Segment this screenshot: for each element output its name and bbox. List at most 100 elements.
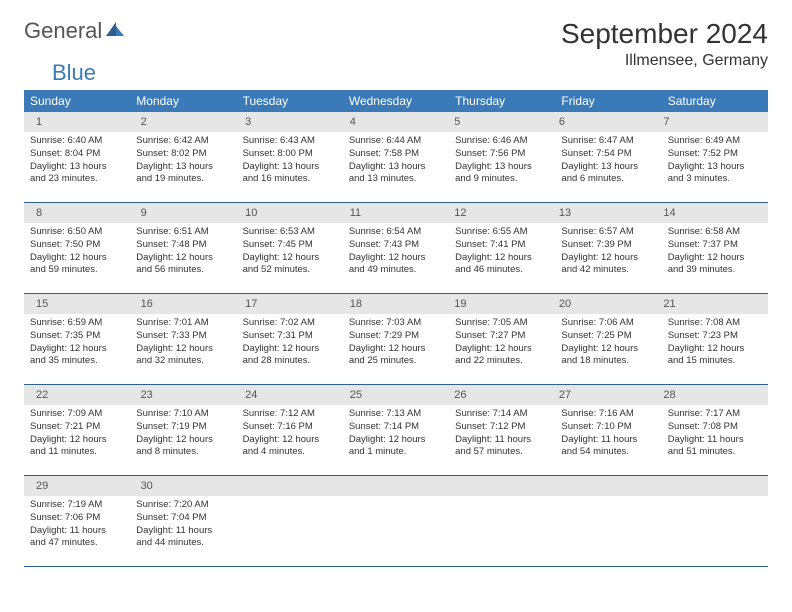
day-cell: Sunrise: 6:47 AMSunset: 7:54 PMDaylight:… — [555, 132, 661, 202]
day-number — [239, 478, 344, 494]
day-cell — [662, 496, 768, 566]
sunrise-text: Sunrise: 6:58 AM — [668, 226, 762, 239]
day-cell: Sunrise: 7:19 AMSunset: 7:06 PMDaylight:… — [24, 496, 130, 566]
day-cell: Sunrise: 6:57 AMSunset: 7:39 PMDaylight:… — [555, 223, 661, 293]
sunset-text: Sunset: 7:19 PM — [136, 421, 230, 434]
day-number: 13 — [553, 205, 658, 221]
sunset-text: Sunset: 7:14 PM — [349, 421, 443, 434]
week-row: Sunrise: 6:50 AMSunset: 7:50 PMDaylight:… — [24, 223, 768, 293]
day-cell: Sunrise: 7:09 AMSunset: 7:21 PMDaylight:… — [24, 405, 130, 475]
sunrise-text: Sunrise: 7:19 AM — [30, 499, 124, 512]
sunset-text: Sunset: 7:06 PM — [30, 512, 124, 525]
day-cell: Sunrise: 7:16 AMSunset: 7:10 PMDaylight:… — [555, 405, 661, 475]
day-cell: Sunrise: 6:42 AMSunset: 8:02 PMDaylight:… — [130, 132, 236, 202]
daylight-text: Daylight: 12 hours and 25 minutes. — [349, 343, 443, 369]
sunset-text: Sunset: 7:33 PM — [136, 330, 230, 343]
day-number: 8 — [30, 205, 135, 221]
day-number: 24 — [239, 387, 344, 403]
day-cell — [343, 496, 449, 566]
day-cell: Sunrise: 6:58 AMSunset: 7:37 PMDaylight:… — [662, 223, 768, 293]
sunrise-text: Sunrise: 6:49 AM — [668, 135, 762, 148]
sunrise-text: Sunrise: 7:17 AM — [668, 408, 762, 421]
daynum-row: 891011121314 — [24, 203, 768, 223]
day-number: 16 — [135, 296, 240, 312]
daylight-text: Daylight: 12 hours and 22 minutes. — [455, 343, 549, 369]
day-number: 30 — [135, 478, 240, 494]
sunset-text: Sunset: 7:27 PM — [455, 330, 549, 343]
sunset-text: Sunset: 7:56 PM — [455, 148, 549, 161]
day-number: 11 — [344, 205, 449, 221]
daylight-text: Daylight: 13 hours and 9 minutes. — [455, 161, 549, 187]
sunrise-text: Sunrise: 6:59 AM — [30, 317, 124, 330]
dayname-sunday: Sunday — [24, 90, 130, 112]
sunset-text: Sunset: 7:45 PM — [243, 239, 337, 252]
sunset-text: Sunset: 7:35 PM — [30, 330, 124, 343]
daylight-text: Daylight: 13 hours and 16 minutes. — [243, 161, 337, 187]
sunrise-text: Sunrise: 7:06 AM — [561, 317, 655, 330]
dayname-row: Sunday Monday Tuesday Wednesday Thursday… — [24, 90, 768, 112]
day-number: 14 — [657, 205, 762, 221]
day-number: 18 — [344, 296, 449, 312]
day-number: 1 — [30, 114, 135, 130]
daylight-text: Daylight: 12 hours and 28 minutes. — [243, 343, 337, 369]
sunrise-text: Sunrise: 7:10 AM — [136, 408, 230, 421]
daylight-text: Daylight: 12 hours and 49 minutes. — [349, 252, 443, 278]
daynum-row: 22232425262728 — [24, 385, 768, 405]
sunrise-text: Sunrise: 6:51 AM — [136, 226, 230, 239]
sunset-text: Sunset: 8:02 PM — [136, 148, 230, 161]
sunrise-text: Sunrise: 7:08 AM — [668, 317, 762, 330]
daylight-text: Daylight: 12 hours and 59 minutes. — [30, 252, 124, 278]
logo: General — [24, 18, 128, 44]
sunrise-text: Sunrise: 6:46 AM — [455, 135, 549, 148]
sunrise-text: Sunrise: 6:42 AM — [136, 135, 230, 148]
daylight-text: Daylight: 11 hours and 57 minutes. — [455, 434, 549, 460]
logo-sail-icon — [104, 18, 126, 44]
daynum-row: 1234567 — [24, 112, 768, 132]
sunset-text: Sunset: 7:52 PM — [668, 148, 762, 161]
day-number: 5 — [448, 114, 553, 130]
day-cell: Sunrise: 6:40 AMSunset: 8:04 PMDaylight:… — [24, 132, 130, 202]
day-cell: Sunrise: 6:59 AMSunset: 7:35 PMDaylight:… — [24, 314, 130, 384]
sunset-text: Sunset: 7:54 PM — [561, 148, 655, 161]
week-row: Sunrise: 7:09 AMSunset: 7:21 PMDaylight:… — [24, 405, 768, 475]
logo-text-blue: Blue — [52, 60, 96, 85]
sunset-text: Sunset: 7:58 PM — [349, 148, 443, 161]
sunrise-text: Sunrise: 7:16 AM — [561, 408, 655, 421]
sunset-text: Sunset: 7:48 PM — [136, 239, 230, 252]
day-cell — [237, 496, 343, 566]
sunrise-text: Sunrise: 6:44 AM — [349, 135, 443, 148]
day-number: 20 — [553, 296, 658, 312]
day-cell — [555, 496, 661, 566]
sunrise-text: Sunrise: 6:50 AM — [30, 226, 124, 239]
day-number — [344, 478, 449, 494]
daylight-text: Daylight: 12 hours and 11 minutes. — [30, 434, 124, 460]
daylight-text: Daylight: 12 hours and 32 minutes. — [136, 343, 230, 369]
dayname-monday: Monday — [130, 90, 236, 112]
day-cell: Sunrise: 6:51 AMSunset: 7:48 PMDaylight:… — [130, 223, 236, 293]
day-number: 9 — [135, 205, 240, 221]
daylight-text: Daylight: 13 hours and 6 minutes. — [561, 161, 655, 187]
day-cell: Sunrise: 7:01 AMSunset: 7:33 PMDaylight:… — [130, 314, 236, 384]
day-number: 22 — [30, 387, 135, 403]
daylight-text: Daylight: 11 hours and 51 minutes. — [668, 434, 762, 460]
sunrise-text: Sunrise: 7:09 AM — [30, 408, 124, 421]
day-number: 28 — [657, 387, 762, 403]
daylight-text: Daylight: 12 hours and 15 minutes. — [668, 343, 762, 369]
sunset-text: Sunset: 7:41 PM — [455, 239, 549, 252]
week-row: Sunrise: 6:40 AMSunset: 8:04 PMDaylight:… — [24, 132, 768, 202]
day-cell: Sunrise: 6:54 AMSunset: 7:43 PMDaylight:… — [343, 223, 449, 293]
sunrise-text: Sunrise: 7:05 AM — [455, 317, 549, 330]
day-number: 4 — [344, 114, 449, 130]
sunset-text: Sunset: 7:04 PM — [136, 512, 230, 525]
day-cell: Sunrise: 7:12 AMSunset: 7:16 PMDaylight:… — [237, 405, 343, 475]
daylight-text: Daylight: 12 hours and 46 minutes. — [455, 252, 549, 278]
day-number: 19 — [448, 296, 553, 312]
day-number: 7 — [657, 114, 762, 130]
day-number: 15 — [30, 296, 135, 312]
daynum-row: 15161718192021 — [24, 294, 768, 314]
daylight-text: Daylight: 13 hours and 19 minutes. — [136, 161, 230, 187]
dayname-thursday: Thursday — [449, 90, 555, 112]
day-cell: Sunrise: 7:08 AMSunset: 7:23 PMDaylight:… — [662, 314, 768, 384]
daylight-text: Daylight: 13 hours and 3 minutes. — [668, 161, 762, 187]
week-row: Sunrise: 6:59 AMSunset: 7:35 PM Daylight:… — [24, 314, 768, 384]
